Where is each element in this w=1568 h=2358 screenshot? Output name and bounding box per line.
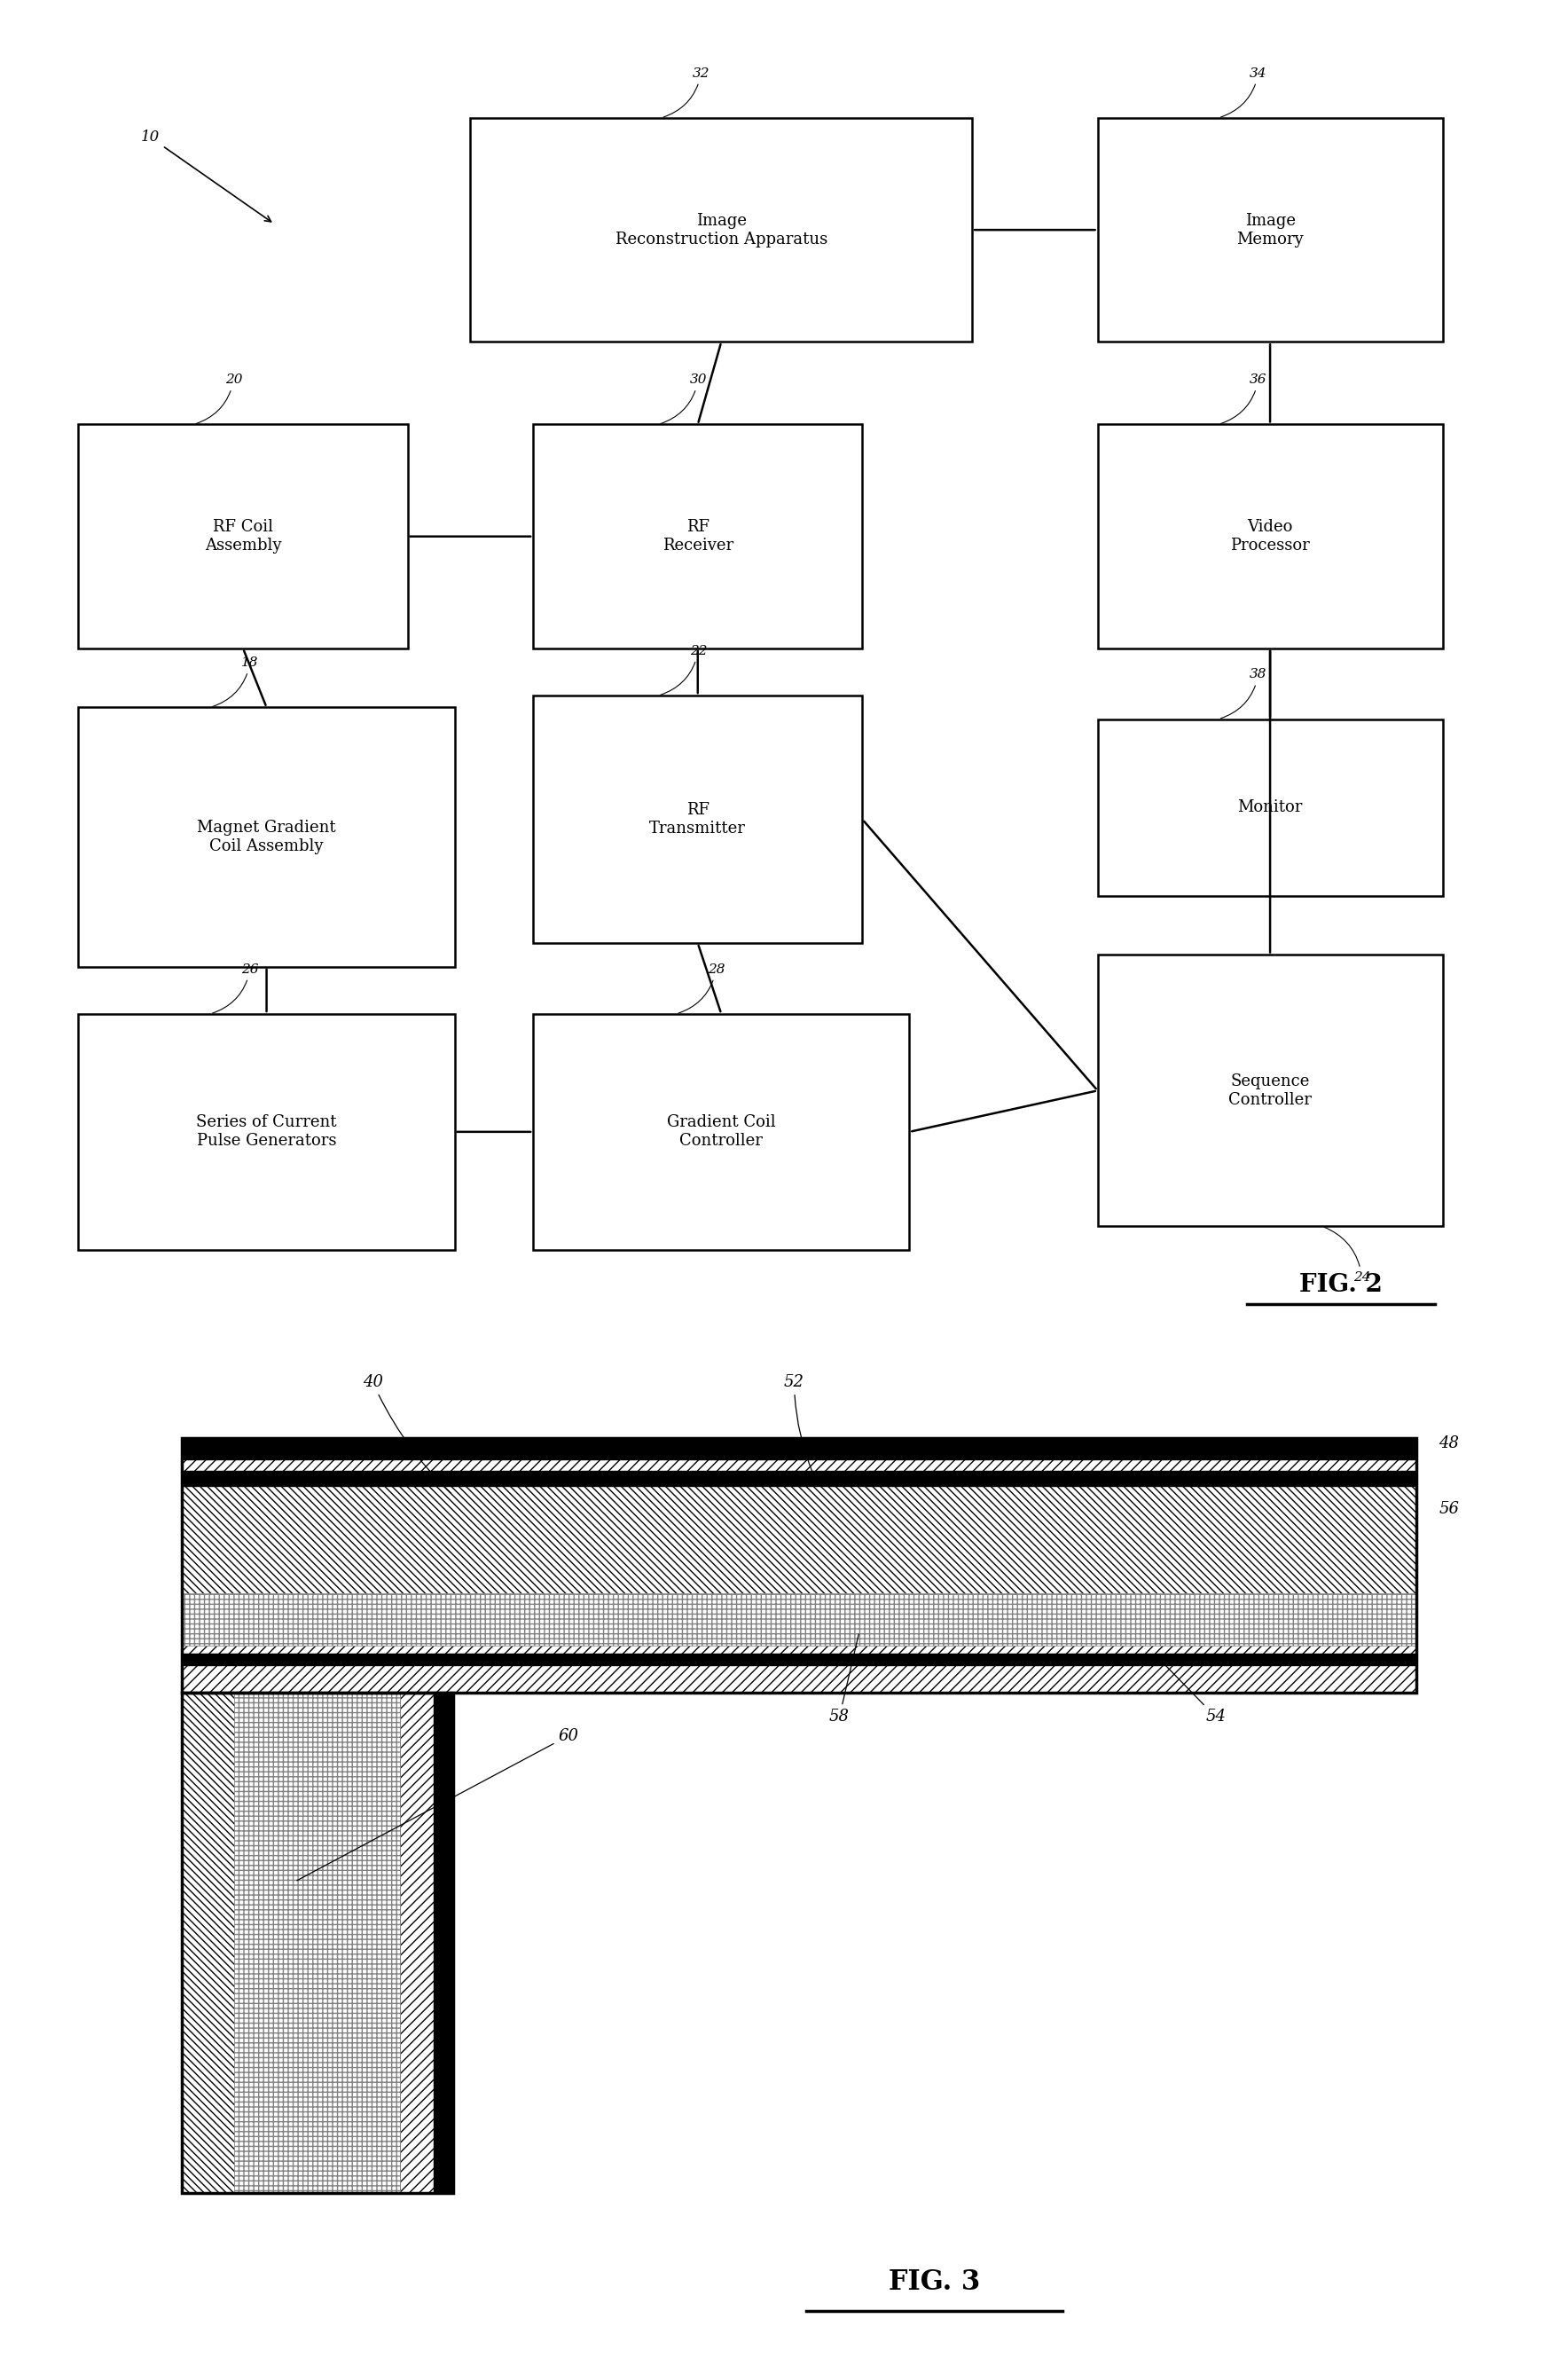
Bar (182, 1438, 1416, 1460)
Text: 40: 40 (362, 1375, 452, 1493)
Text: Sequence
Controller: Sequence Controller (1228, 1073, 1312, 1108)
Text: Magnet Gradient
Coil Assembly: Magnet Gradient Coil Assembly (198, 821, 336, 854)
Bar (235, 1693, 400, 2193)
Bar (1098, 719, 1443, 896)
Text: RF
Transmitter: RF Transmitter (649, 802, 746, 837)
Text: 24: 24 (1323, 1226, 1370, 1283)
Text: Monitor: Monitor (1237, 799, 1303, 816)
Bar (533, 696, 862, 943)
Text: 56: 56 (1439, 1502, 1460, 1519)
Bar (1098, 118, 1443, 342)
Bar (78, 707, 455, 967)
Bar (182, 1594, 1416, 1646)
Bar (78, 424, 408, 648)
Bar (182, 1653, 1416, 1665)
Text: 38: 38 (1220, 667, 1267, 719)
Text: Image
Reconstruction Apparatus: Image Reconstruction Apparatus (615, 212, 828, 248)
Bar (182, 1693, 453, 2193)
Bar (182, 1486, 1416, 1594)
Text: Image
Memory: Image Memory (1237, 212, 1303, 248)
Text: Series of Current
Pulse Generators: Series of Current Pulse Generators (196, 1115, 337, 1148)
Text: 18: 18 (212, 656, 259, 707)
Bar (182, 1693, 453, 2193)
Bar (182, 1438, 1416, 1693)
Text: 32: 32 (663, 66, 710, 118)
Text: 58: 58 (829, 1634, 859, 1726)
Bar (433, 1693, 453, 2193)
Text: Video
Processor: Video Processor (1231, 519, 1309, 554)
Text: 26: 26 (212, 962, 259, 1014)
Bar (78, 1014, 455, 1250)
Text: RF Coil
Assembly: RF Coil Assembly (205, 519, 281, 554)
Text: 60: 60 (296, 1728, 579, 1882)
Text: 36: 36 (1220, 373, 1267, 424)
Bar (1098, 424, 1443, 648)
Text: 52: 52 (784, 1375, 814, 1474)
Bar (533, 1014, 909, 1250)
Text: 10: 10 (141, 130, 271, 222)
Text: FIG. 2: FIG. 2 (1298, 1273, 1383, 1297)
Text: 34: 34 (1220, 66, 1267, 118)
Bar (182, 1693, 400, 2193)
Bar (182, 1438, 1416, 1693)
Text: 54: 54 (1162, 1662, 1226, 1726)
Text: 30: 30 (660, 373, 707, 424)
Bar (533, 424, 862, 648)
Text: 20: 20 (196, 373, 243, 424)
Bar (470, 118, 972, 342)
Text: RF
Receiver: RF Receiver (662, 519, 734, 554)
Text: 28: 28 (679, 962, 724, 1014)
Text: FIG. 3: FIG. 3 (889, 2268, 980, 2297)
Text: 22: 22 (660, 644, 707, 696)
Text: Gradient Coil
Controller: Gradient Coil Controller (666, 1115, 776, 1148)
Bar (1098, 955, 1443, 1226)
Bar (182, 1471, 1416, 1486)
Text: 48: 48 (1439, 1436, 1460, 1453)
